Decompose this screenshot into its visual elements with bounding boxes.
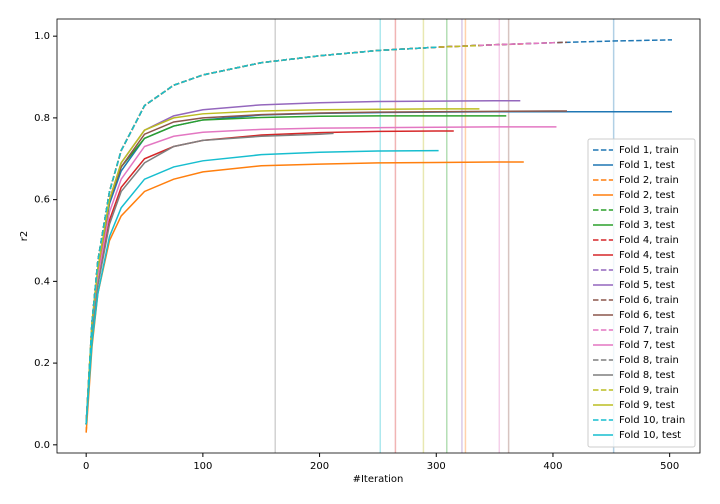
legend-label: Fold 5, train (619, 265, 679, 276)
y-tick-label: 0.4 (34, 276, 50, 287)
y-tick-label: 0.8 (34, 113, 50, 124)
legend-label: Fold 3, test (619, 220, 675, 231)
x-tick-label: 100 (193, 461, 212, 472)
legend-label: Fold 10, train (619, 415, 685, 426)
x-tick-label: 0 (83, 461, 89, 472)
y-axis-label: r2 (19, 231, 30, 241)
x-tick-label: 200 (310, 461, 329, 472)
series-line (85, 126, 557, 425)
legend-label: Fold 8, train (619, 355, 679, 366)
legend-label: Fold 9, test (619, 400, 675, 411)
series-line (85, 132, 334, 425)
legend-label: Fold 6, test (619, 310, 675, 321)
series-line (85, 46, 439, 425)
legend-label: Fold 1, test (619, 160, 675, 171)
series-line (85, 149, 439, 425)
legend-box (587, 138, 696, 448)
legend-label: Fold 4, train (619, 235, 679, 246)
x-tick-label: 400 (543, 461, 562, 472)
legend-label: Fold 1, train (619, 145, 679, 156)
legend-label: Fold 7, train (619, 325, 679, 336)
legend-label: Fold 10, test (619, 430, 681, 441)
x-axis-label: #Iteration (353, 474, 404, 485)
y-tick-label: 1.0 (34, 31, 50, 42)
legend-label: Fold 5, test (619, 280, 675, 291)
x-tick-label: 500 (660, 461, 679, 472)
legend-label: Fold 4, test (619, 250, 675, 261)
x-tick-label: 300 (427, 461, 446, 472)
legend-label: Fold 3, train (619, 205, 679, 216)
legend-label: Fold 2, train (619, 175, 679, 186)
legend-label: Fold 8, test (619, 370, 675, 381)
y-tick-label: 0.0 (34, 440, 50, 451)
legend-label: Fold 6, train (619, 295, 679, 306)
series-line (85, 108, 480, 425)
y-tick-label: 0.2 (34, 358, 50, 369)
y-tick-label: 0.6 (34, 195, 50, 206)
axes-frame (56, 18, 701, 454)
legend-label: Fold 2, test (619, 190, 675, 201)
legend-label: Fold 7, test (619, 340, 675, 351)
legend-label: Fold 9, train (619, 385, 679, 396)
